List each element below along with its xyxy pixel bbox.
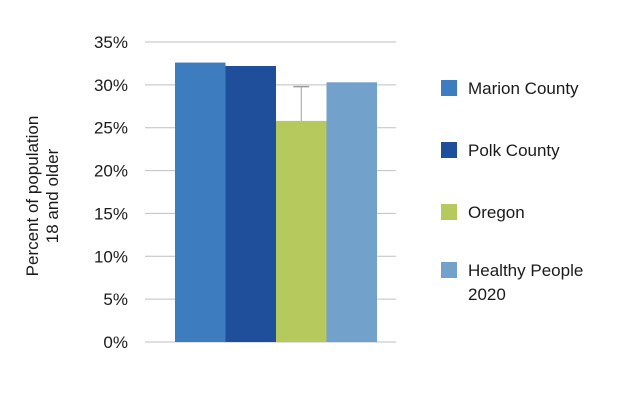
y-tick-label: 15%	[94, 204, 128, 223]
legend-label: Oregon	[468, 203, 525, 222]
legend: Marion County Polk County Oregon Healthy Pe…	[441, 79, 583, 304]
y-tick-label: 30%	[94, 76, 128, 95]
y-tick-label: 25%	[94, 119, 128, 138]
y-tick-label: 5%	[103, 290, 128, 309]
y-tick-label: 0%	[103, 333, 128, 352]
y-tick-label: 20%	[94, 162, 128, 181]
legend-item: Oregon	[441, 203, 525, 222]
y-axis-label-line-1: Percent of population	[23, 116, 42, 277]
legend-label: Healthy People	[468, 261, 583, 280]
legend-label: Marion County	[468, 79, 579, 98]
legend-item: Marion County	[441, 79, 579, 98]
y-tick-labels: 0% 5% 10% 15% 20% 25% 30% 35%	[94, 33, 128, 352]
error-bars	[293, 85, 310, 121]
legend-label: 2020	[468, 285, 506, 304]
y-axis-label-line-2: 18 and older	[43, 148, 62, 243]
bar-marion-county	[175, 62, 226, 342]
y-axis-label: Percent of population 18 and older	[23, 116, 62, 277]
legend-label: Polk County	[468, 141, 560, 160]
y-tick-label: 10%	[94, 247, 128, 266]
legend-item: Polk County	[441, 141, 560, 160]
y-tick-label: 35%	[94, 33, 128, 52]
bars	[175, 62, 377, 343]
legend-swatch	[441, 80, 457, 96]
legend-swatch	[441, 262, 457, 278]
bar-healthy-people-2020	[326, 82, 377, 343]
bar-polk-county	[225, 66, 276, 342]
legend-swatch	[441, 204, 457, 220]
bar-oregon	[276, 120, 327, 342]
legend-item: Healthy People 2020	[441, 261, 583, 304]
legend-swatch	[441, 142, 457, 158]
